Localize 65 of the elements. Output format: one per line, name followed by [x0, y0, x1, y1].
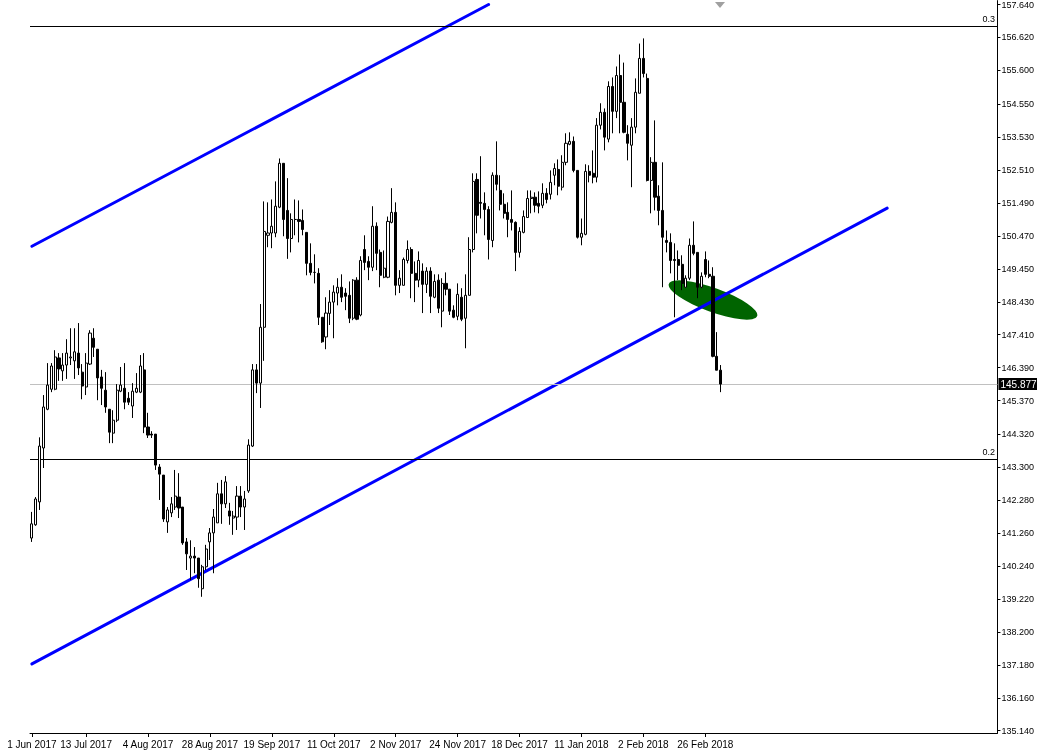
y-tick-label: 151.490 [1001, 198, 1035, 209]
y-tick-label: 154.550 [1001, 99, 1035, 110]
candlestick [243, 490, 246, 531]
y-tick-label: 140.240 [1001, 561, 1035, 572]
candlestick [456, 282, 459, 321]
y-tick-label: 157.640 [1001, 0, 1035, 10]
y-tick-label: 136.160 [1001, 692, 1035, 703]
candlestick [305, 231, 308, 276]
y-tick-label: 135.140 [1001, 725, 1035, 736]
candlestick [661, 161, 664, 288]
candlestick [541, 182, 544, 209]
y-tick-label: 143.300 [1001, 462, 1035, 473]
x-tick-label: 24 Nov 2017 [429, 738, 487, 750]
y-tick-label: 145.370 [1001, 395, 1035, 406]
y-tick-label: 141.260 [1001, 528, 1035, 539]
candlestick [108, 408, 111, 444]
x-tick-label: 1 Jun 2017 [7, 738, 58, 750]
annotation: 0.3 [982, 13, 995, 24]
ref-line-label: 145.877 [1000, 378, 1037, 390]
candlestick [530, 189, 533, 214]
candlestick [704, 250, 707, 278]
x-tick-label: 2 Nov 2017 [370, 738, 422, 750]
y-tick-label: 138.200 [1001, 626, 1035, 637]
candlestick [297, 199, 301, 243]
candlestick [681, 254, 684, 291]
candlestick [143, 352, 146, 434]
x-tick-label: 19 Sep 2017 [243, 738, 301, 750]
candlestick [533, 191, 537, 213]
x-tick-label: 2 Feb 2018 [618, 738, 670, 750]
candlestick [235, 485, 239, 531]
y-tick-label: 153.530 [1001, 132, 1035, 143]
y-tick-label: 149.450 [1001, 263, 1035, 274]
y-tick-label: 142.280 [1001, 495, 1035, 506]
y-tick-label: 152.510 [1001, 165, 1035, 176]
x-tick-label: 11 Oct 2017 [306, 738, 362, 750]
x-tick-label: 18 Dec 2017 [491, 738, 549, 750]
y-tick-label: 139.220 [1001, 594, 1035, 605]
y-tick-label: 137.180 [1001, 659, 1035, 670]
x-tick-label: 26 Feb 2018 [677, 738, 734, 750]
y-tick-label: 144.320 [1001, 429, 1035, 440]
x-tick-label: 13 Jul 2017 [60, 738, 113, 750]
candlestick [313, 253, 316, 284]
candlestick [123, 362, 126, 410]
candlestick [352, 278, 355, 321]
y-tick-label: 146.390 [1001, 362, 1035, 373]
y-tick-label: 147.410 [1001, 329, 1035, 340]
candlestick [549, 169, 552, 200]
candlestick [429, 266, 432, 314]
x-tick-label: 11 Jan 2018 [554, 738, 610, 750]
candlestick [348, 280, 351, 324]
candlestick [96, 348, 99, 401]
y-tick-label: 156.620 [1001, 32, 1035, 43]
candlestick [557, 158, 560, 196]
candlestick [189, 539, 192, 581]
y-tick-label: 155.600 [1001, 65, 1035, 76]
candlestick [619, 54, 622, 134]
x-tick-label: 28 Aug 2017 [181, 738, 239, 750]
annotation: 0.2 [982, 446, 995, 457]
y-tick-label: 148.430 [1001, 296, 1035, 307]
x-tick-label: 4 Aug 2017 [122, 738, 174, 750]
candlestick [54, 349, 57, 391]
y-tick-label: 150.470 [1001, 230, 1035, 241]
candlestick [220, 479, 223, 525]
candlestick [104, 371, 107, 414]
candlestick [73, 327, 76, 380]
